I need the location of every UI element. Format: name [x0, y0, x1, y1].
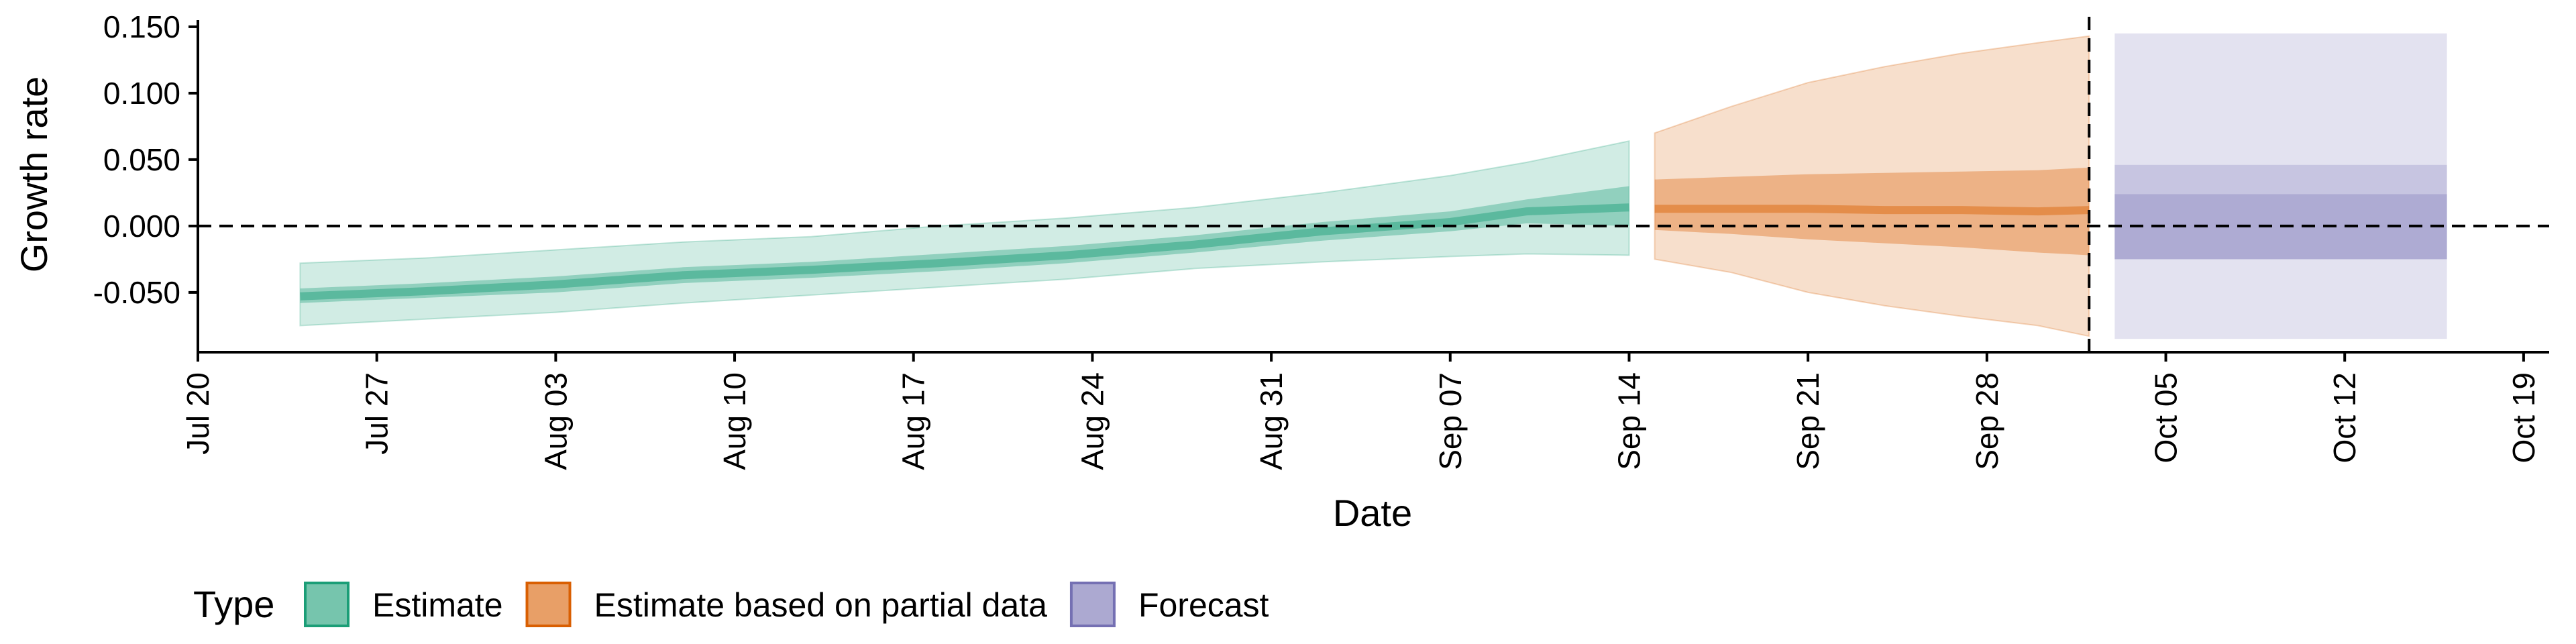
x-tick-label: Aug 10: [717, 372, 752, 470]
y-tick-label: 0.000: [103, 209, 180, 244]
series-1-outer-band: [1654, 35, 2090, 337]
legend-label-1: Estimate based on partial data: [594, 586, 1048, 624]
x-tick-label: Aug 17: [896, 372, 931, 470]
series-0-median-line: [300, 203, 1629, 301]
legend-swatch-2: [1069, 582, 1116, 627]
legend: Type Estimate Estimate based on partial da…: [193, 582, 1269, 627]
legend-label-0: Estimate: [372, 586, 503, 624]
y-tick-label: -0.050: [93, 275, 180, 310]
x-axis-label: Date: [1333, 492, 1412, 534]
x-tick-label: Sep 28: [1970, 372, 2004, 470]
x-tick-label: Oct 12: [2327, 372, 2362, 464]
x-tick-label: Aug 03: [538, 372, 573, 470]
x-tick-label: Sep 21: [1790, 372, 1825, 470]
series-0-inner-band: [300, 186, 1629, 303]
axes: -0.050 0.000 0.050 0.100 0.150 Jul 20 Jul 27 Au…: [93, 9, 2549, 470]
y-tick-label: 0.100: [103, 76, 180, 111]
x-tick-label: Jul 27: [360, 372, 394, 455]
x-tick-label: Aug 24: [1075, 372, 1110, 470]
series-0-outer-band: [299, 140, 1630, 327]
y-tick-label: 0.050: [103, 142, 180, 177]
legend-swatch-1: [525, 582, 572, 627]
series-1-inner-band: [1654, 167, 2090, 256]
x-tick-label: Sep 14: [1611, 372, 1646, 470]
x-tick-label: Jul 20: [180, 372, 215, 455]
y-axis-label: Growth rate: [13, 76, 55, 273]
x-tick-label: Sep 07: [1433, 372, 1468, 470]
plot-area: [198, 17, 2549, 352]
legend-swatch-0: [304, 582, 350, 627]
series-1-median-line: [1654, 205, 2090, 216]
x-tick-label: Oct 19: [2506, 372, 2541, 464]
series-2-outer-band: [2114, 33, 2447, 339]
x-tick-label: Aug 31: [1254, 372, 1289, 470]
y-tick-label: 0.150: [103, 9, 180, 44]
legend-title: Type: [193, 583, 274, 625]
series-2-mid-band: [2114, 164, 2447, 260]
legend-label-2: Forecast: [1138, 586, 1269, 624]
x-tick-label: Oct 05: [2149, 372, 2184, 464]
